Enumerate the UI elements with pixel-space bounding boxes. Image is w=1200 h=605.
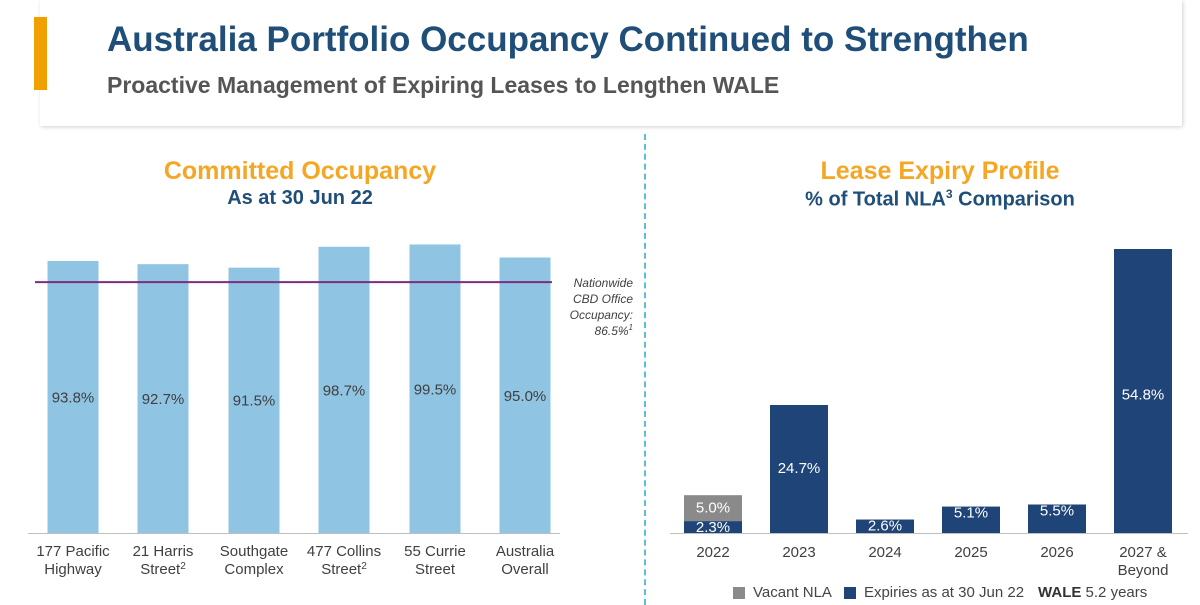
expiry-bar-0 <box>684 521 742 533</box>
page-subtitle: Proactive Management of Expiring Leases … <box>107 72 780 98</box>
expiry-bar-5 <box>1114 249 1172 533</box>
section-divider <box>644 134 646 605</box>
expiry-bar-label-4: 5.5% <box>1040 502 1074 519</box>
legend-vacant-swatch <box>733 586 745 599</box>
bar-label-2: 91.5% <box>233 393 276 410</box>
expiry-bar-label-3: 5.1% <box>954 505 988 522</box>
year-label-3: 2025 <box>954 544 987 561</box>
expiry-bar-4 <box>1028 504 1086 533</box>
accent-bar <box>34 17 47 90</box>
bar-1 <box>137 264 189 533</box>
vacant-bar-0 <box>684 495 742 522</box>
year-label-4: 2026 <box>1040 544 1073 561</box>
expiry-bar-label-2: 2.6% <box>868 518 902 535</box>
expiry-bar-label-0: 2.3% <box>696 519 730 536</box>
lease-expiry-chart: 2.3% 5.0% 2022 24.7% 2023 2.6% 2024 5.1% 2025 5.5… <box>670 249 1188 579</box>
header-card <box>40 0 1182 126</box>
reference-label: Nationwide CBD Office Occupancy: 86.5%1 <box>570 276 634 338</box>
legend: Vacant NLA Expiries as at 30 Jun 22 WALE… <box>733 584 1147 601</box>
category-label-2: Southgate Complex <box>220 543 288 578</box>
vacant-bar-label-0: 5.0% <box>696 499 730 516</box>
expiry-chart-subtitle-sup: 3 <box>945 187 953 201</box>
year-label-5: 2027 & Beyond <box>1118 544 1169 579</box>
legend-expiries-swatch <box>843 586 856 599</box>
year-label-1: 2023 <box>782 544 815 561</box>
occupancy-chart: 93.8% 177 Pacific Highway 92.7% 21 Harris Str… <box>28 244 634 578</box>
expiry-bar-label-5: 54.8% <box>1122 387 1165 404</box>
bar-4 <box>409 244 461 533</box>
category-label-1: 21 Harris Street2 <box>133 543 194 578</box>
bar-0 <box>47 260 99 533</box>
bar-label-0: 93.8% <box>52 389 95 406</box>
year-label-2: 2024 <box>868 544 901 561</box>
category-label-0: 177 Pacific Highway <box>36 543 110 578</box>
bar-5 <box>499 257 551 533</box>
wale-label: WALE <box>1038 584 1082 601</box>
bar-label-3: 98.7% <box>323 383 366 400</box>
occupancy-chart-subtitle: As at 30 Jun 22 <box>227 187 373 209</box>
bar-label-5: 95.0% <box>504 388 547 405</box>
legend-vacant: Vacant NLA <box>733 584 832 601</box>
category-label-5: Australia Overall <box>496 543 555 578</box>
page-title: Australia Portfolio Occupancy Continued … <box>107 20 1029 59</box>
expiry-bar-label-1: 24.7% <box>778 460 821 477</box>
expiry-bar-2 <box>856 519 914 533</box>
wale-value: 5.2 years <box>1085 584 1148 601</box>
expiry-chart-subtitle-text: % of Total NLA <box>805 188 946 211</box>
occupancy-chart-title: Committed Occupancy <box>163 157 437 185</box>
legend-vacant-label: Vacant NLA <box>753 584 832 601</box>
bar-label-4: 99.5% <box>414 381 457 398</box>
expiry-chart-title: Lease Expiry Profile <box>820 157 1060 185</box>
expiry-chart-subtitle: % of Total NLA3 Comparison <box>740 187 1140 212</box>
wale-info: WALE 5.2 years <box>1038 584 1147 601</box>
bar-label-1: 92.7% <box>142 391 185 408</box>
expiry-bar-1 <box>770 404 828 533</box>
legend-expiries-label: Expiries as at 30 Jun 22 <box>863 584 1025 601</box>
bar-3 <box>318 246 370 533</box>
expiry-chart-subtitle-end: Comparison <box>952 188 1075 211</box>
expiry-bar-3 <box>942 506 1000 533</box>
legend-expiries: Expiries as at 30 Jun 22 <box>843 584 1025 601</box>
bar-2 <box>228 267 280 533</box>
category-label-3: 477 Collins Street2 <box>307 543 381 578</box>
year-label-0: 2022 <box>696 544 729 561</box>
category-label-4: 55 Currie Street <box>404 543 466 578</box>
